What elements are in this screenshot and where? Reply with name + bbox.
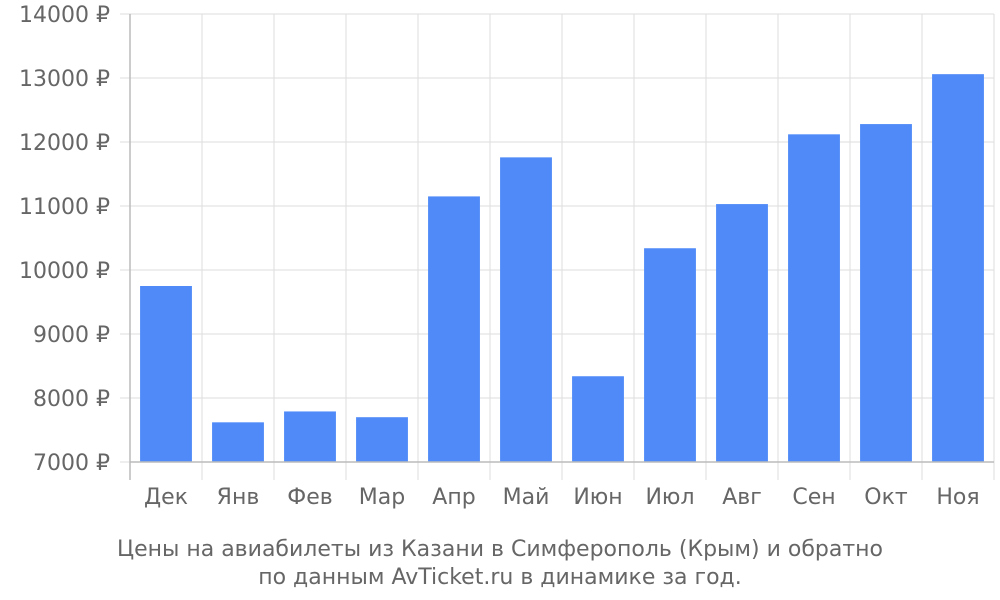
y-tick-label: 12000 ₽: [19, 131, 110, 156]
bar-Дек: [140, 286, 192, 462]
bar-Июн: [572, 376, 624, 462]
axis-layer: [129, 14, 994, 480]
bar-Апр: [428, 196, 480, 462]
grid-layer: [120, 13, 995, 480]
y-tick-label: 14000 ₽: [19, 3, 110, 28]
chart-caption-line-2: по данным AvTicket.ru в динамике за год.: [258, 565, 742, 590]
x-tick-label: Май: [503, 485, 550, 510]
bar-Фев: [284, 411, 336, 462]
bar-Окт: [860, 124, 912, 462]
y-tick-label: 9000 ₽: [33, 323, 110, 348]
bar-Май: [500, 157, 552, 463]
chart-caption-line-1: Цены на авиабилеты из Казани в Симферопо…: [117, 537, 883, 562]
bar-Сен: [788, 134, 840, 462]
x-tick-label: Дек: [144, 485, 188, 510]
y-tick-label: 8000 ₽: [33, 387, 110, 412]
y-tick-label: 13000 ₽: [19, 67, 110, 92]
x-tick-label: Апр: [432, 485, 475, 510]
x-tick-label: Янв: [217, 485, 260, 510]
x-tick-label: Июл: [645, 485, 694, 510]
bar-Янв: [212, 422, 264, 462]
bar-Авг: [716, 204, 768, 462]
y-tick-label: 10000 ₽: [19, 259, 110, 284]
x-tick-label: Авг: [722, 485, 762, 510]
x-tick-label: Сен: [792, 485, 835, 510]
bar-Мар: [356, 417, 408, 462]
x-tick-label: Мар: [359, 485, 405, 510]
x-tick-label: Ноя: [936, 485, 979, 510]
bar-Ноя: [932, 74, 984, 462]
x-tick-label: Июн: [573, 485, 622, 510]
y-tick-label: 11000 ₽: [19, 195, 110, 220]
x-tick-label: Окт: [864, 485, 908, 510]
bar-Июл: [644, 248, 696, 462]
label-layer: 7000 ₽ 8000 ₽ 9000 ₽ 10000 ₽ 11000 ₽ 12000 ₽ 1…: [19, 3, 980, 510]
x-tick-label: Фев: [287, 485, 332, 510]
bar-layer: [140, 74, 984, 463]
y-tick-label: 7000 ₽: [33, 451, 110, 476]
